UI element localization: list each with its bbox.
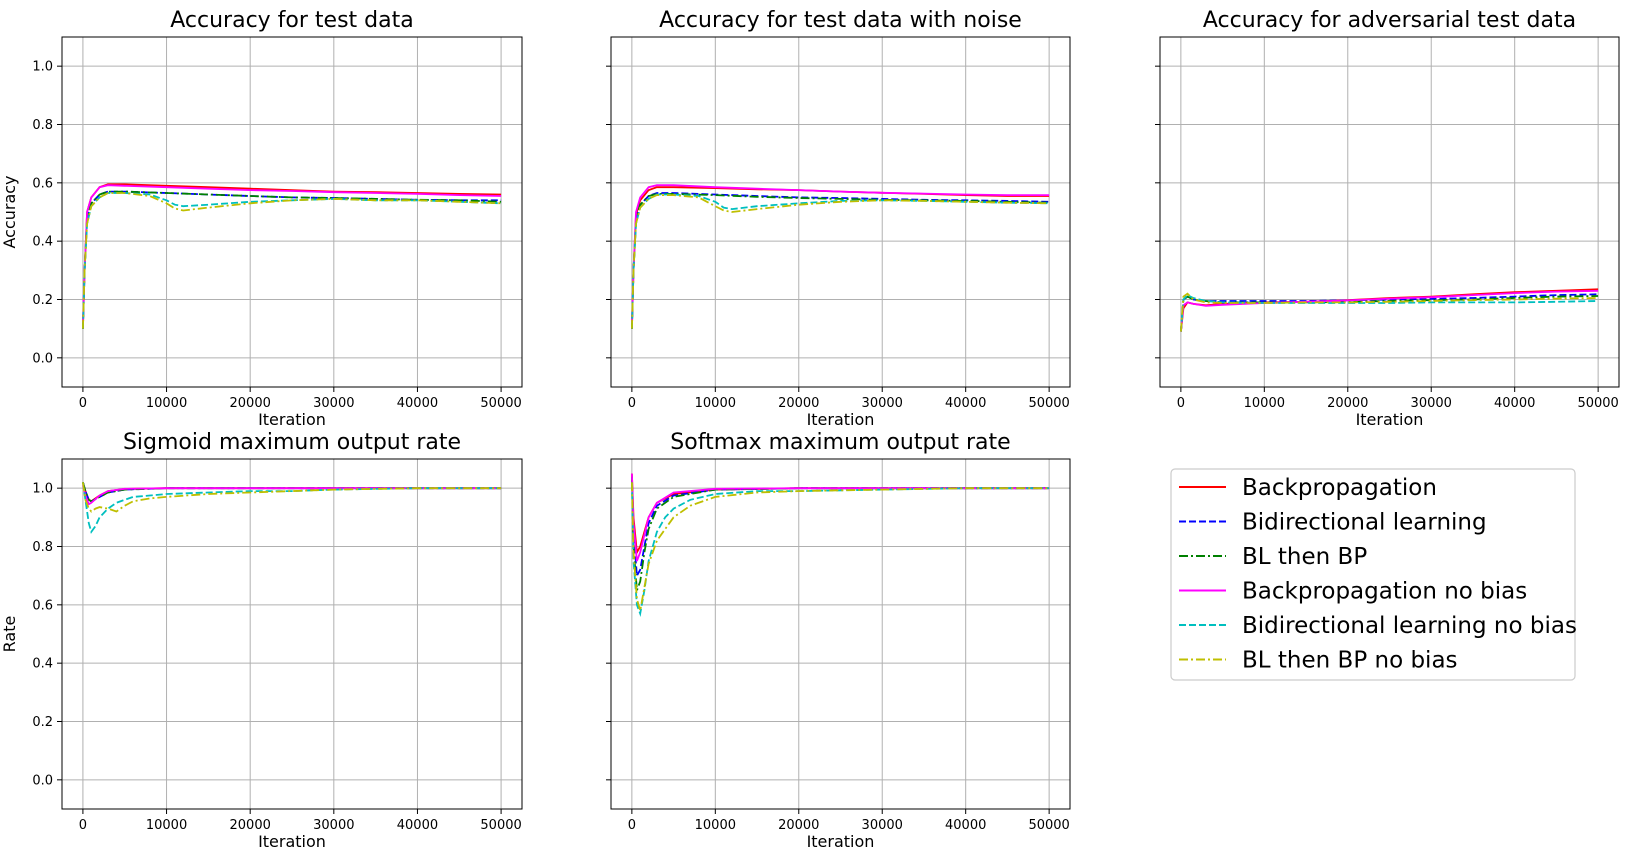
x-tick-label: 20000 bbox=[230, 818, 271, 833]
y-tick-label: 0.2 bbox=[32, 293, 53, 308]
x-axis-label: Iteration bbox=[258, 832, 326, 851]
legend-label: Backpropagation no bias bbox=[1242, 579, 1527, 605]
axes-frame bbox=[61, 36, 523, 388]
series-line-bidirectional-learning bbox=[631, 192, 1050, 329]
x-tick-label: 0 bbox=[79, 818, 87, 833]
x-tick-label: 50000 bbox=[1028, 818, 1069, 833]
x-tick-label: 40000 bbox=[945, 396, 986, 411]
x-tick-label: 50000 bbox=[1577, 396, 1618, 411]
y-axis-label: Rate bbox=[0, 616, 19, 653]
x-tick-label: 50000 bbox=[480, 818, 521, 833]
series-line-backpropagation-no-bias bbox=[82, 184, 502, 323]
x-tick-label: 0 bbox=[628, 396, 636, 411]
series-line-bidirectional-learning-no-bias bbox=[1180, 293, 1599, 332]
x-tick-label: 10000 bbox=[146, 818, 187, 833]
x-tick-label: 20000 bbox=[230, 396, 271, 411]
x-tick-label: 40000 bbox=[397, 818, 438, 833]
x-tick-label: 20000 bbox=[778, 396, 819, 411]
y-tick-label: 0.8 bbox=[32, 540, 53, 555]
series-line-bidirectional-learning-no-bias bbox=[82, 482, 502, 534]
series-line-bidirectional-learning bbox=[82, 190, 502, 329]
series-line-bl-then-bp-no-bias bbox=[1180, 292, 1599, 332]
y-tick-label: 0.6 bbox=[32, 598, 53, 613]
subplot-title: Sigmoid maximum output rate bbox=[123, 430, 461, 455]
x-tick-label: 30000 bbox=[313, 396, 354, 411]
series-line-bl-then-bp-no-bias bbox=[631, 194, 1050, 329]
series-line-backpropagation bbox=[82, 183, 502, 329]
series-line-backpropagation-no-bias bbox=[82, 485, 502, 506]
x-axis-label: Iteration bbox=[807, 410, 875, 429]
y-tick-label: 0.0 bbox=[32, 351, 53, 366]
legend-label: BL then BP bbox=[1242, 544, 1367, 570]
x-tick-label: 40000 bbox=[1494, 396, 1535, 411]
legend: Backpropagation Bidirectional learning BL … bbox=[1170, 468, 1577, 681]
y-tick-label: 0.0 bbox=[32, 773, 53, 788]
subplot-3: 0 10000 20000 30000 40000 50000 Accuracy for a… bbox=[1155, 8, 1620, 429]
y-tick-label: 0.6 bbox=[32, 176, 53, 191]
subplot-2: 0 10000 20000 30000 40000 50000 Accuracy for t… bbox=[606, 8, 1071, 429]
y-tick-label: 1.0 bbox=[32, 60, 53, 75]
subplot-5: 0 10000 20000 30000 40000 50000 Softmax maximu… bbox=[606, 430, 1071, 851]
x-tick-label: 20000 bbox=[1327, 396, 1368, 411]
legend-label: Bidirectional learning bbox=[1242, 510, 1487, 536]
x-tick-label: 40000 bbox=[945, 818, 986, 833]
subplot-title: Accuracy for adversarial test data bbox=[1203, 8, 1576, 33]
x-axis-label: Iteration bbox=[807, 832, 875, 851]
series-line-bl-then-bp-no-bias bbox=[631, 482, 1050, 611]
axes-frame bbox=[610, 36, 1071, 388]
x-tick-label: 30000 bbox=[313, 818, 354, 833]
x-tick-label: 30000 bbox=[862, 396, 903, 411]
y-tick-label: 1.0 bbox=[32, 482, 53, 497]
series-line-backpropagation bbox=[631, 186, 1050, 329]
axes-frame bbox=[1159, 36, 1620, 388]
x-tick-label: 20000 bbox=[778, 818, 819, 833]
x-tick-label: 0 bbox=[1177, 396, 1185, 411]
x-tick-label: 30000 bbox=[1411, 396, 1452, 411]
series-line-bl-then-bp bbox=[631, 476, 1050, 591]
x-tick-label: 40000 bbox=[397, 396, 438, 411]
series-line-bidirectional-learning-no-bias bbox=[631, 482, 1050, 617]
axes-frame bbox=[610, 458, 1071, 810]
x-tick-label: 10000 bbox=[695, 818, 736, 833]
y-axis-label: Accuracy bbox=[0, 175, 19, 248]
legend-label: Backpropagation bbox=[1242, 475, 1437, 501]
axes-frame bbox=[61, 458, 523, 810]
legend-label: BL then BP no bias bbox=[1242, 648, 1458, 674]
series-line-bl-then-bp bbox=[82, 190, 502, 329]
series-line-bl-then-bp bbox=[631, 192, 1050, 329]
x-axis-label: Iteration bbox=[258, 410, 326, 429]
subplot-4: 0 10000 20000 30000 40000 50000 0.0 0.2 0.4 0.6 0.… bbox=[0, 430, 523, 851]
subplot-title: Accuracy for test data bbox=[170, 8, 413, 33]
series-line-bl-then-bp-no-bias bbox=[82, 192, 502, 329]
series-line-bidirectional-learning-no-bias bbox=[631, 193, 1050, 329]
x-axis-label: Iteration bbox=[1356, 410, 1424, 429]
series-line-backpropagation-no-bias bbox=[631, 184, 1050, 323]
y-tick-label: 0.2 bbox=[32, 715, 53, 730]
x-tick-label: 50000 bbox=[1028, 396, 1069, 411]
legend-box bbox=[1170, 468, 1576, 681]
y-tick-label: 0.8 bbox=[32, 118, 53, 133]
x-tick-label: 30000 bbox=[862, 818, 903, 833]
x-tick-label: 0 bbox=[628, 818, 636, 833]
x-tick-label: 10000 bbox=[146, 396, 187, 411]
x-tick-label: 0 bbox=[79, 396, 87, 411]
series-line-bidirectional-learning-no-bias bbox=[82, 192, 502, 329]
x-tick-label: 10000 bbox=[1244, 396, 1285, 411]
subplot-title: Accuracy for test data with noise bbox=[659, 8, 1022, 33]
series-line-backpropagation-no-bias bbox=[631, 473, 1050, 562]
y-tick-label: 0.4 bbox=[32, 235, 53, 250]
legend-label: Bidirectional learning no bias bbox=[1242, 613, 1577, 639]
series-line-bl-then-bp-no-bias bbox=[82, 482, 502, 513]
subplot-1: 0 10000 20000 30000 40000 50000 0.0 0.2 0.4 0.6 0.… bbox=[0, 8, 523, 429]
x-tick-label: 50000 bbox=[480, 396, 521, 411]
x-tick-label: 10000 bbox=[695, 396, 736, 411]
subplot-title: Softmax maximum output rate bbox=[670, 430, 1010, 455]
series-line-backpropagation bbox=[631, 473, 1050, 556]
y-tick-label: 0.4 bbox=[32, 657, 53, 672]
